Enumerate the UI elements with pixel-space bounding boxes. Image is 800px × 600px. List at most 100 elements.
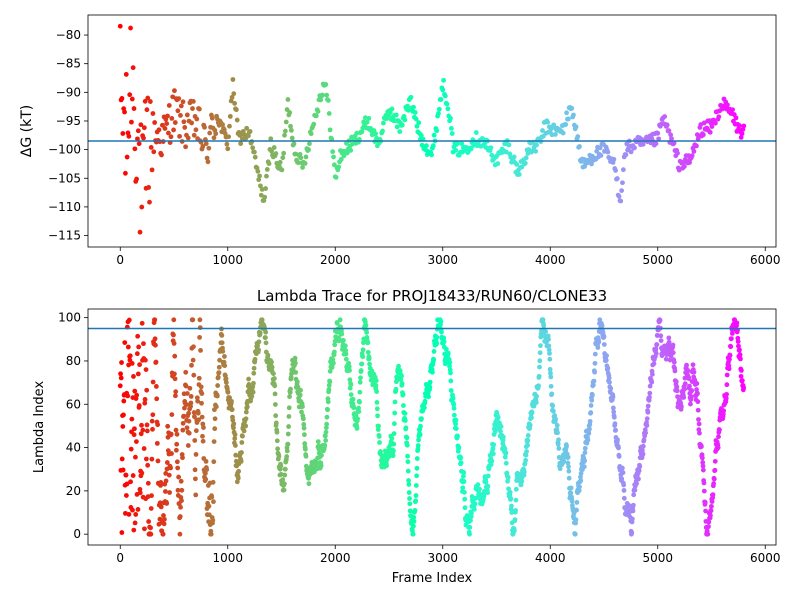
- lambda-point: [152, 336, 158, 342]
- dg-point: [323, 82, 329, 87]
- dg-point: [298, 155, 304, 161]
- lambda-point: [632, 487, 638, 493]
- dg-point: [589, 161, 594, 167]
- lambda-point: [193, 492, 199, 498]
- lambda-point: [461, 479, 467, 484]
- lambda-point: [144, 428, 150, 434]
- dg-point: [689, 153, 695, 159]
- dg-point: [256, 177, 262, 183]
- lambda-point: [249, 393, 255, 399]
- dg-point: [668, 132, 674, 138]
- lambda-point: [367, 361, 372, 367]
- dg-point: [716, 114, 722, 120]
- lambda-point: [179, 498, 184, 504]
- lambda-point: [196, 375, 202, 381]
- lambda-point: [225, 389, 231, 395]
- lambda-point: [199, 400, 204, 406]
- lambda-point: [324, 414, 330, 420]
- lambda-y-axis-label: Lambda Index: [32, 381, 47, 474]
- dg-point: [616, 193, 622, 199]
- lambda-point: [663, 356, 669, 362]
- lambda-point: [716, 434, 721, 440]
- dg-point: [204, 155, 210, 161]
- lambda-point: [500, 434, 506, 440]
- lambda-point: [453, 417, 459, 423]
- lambda-point: [347, 368, 352, 373]
- lambda-point: [468, 518, 473, 523]
- lambda-point: [356, 409, 362, 414]
- lambda-point: [273, 413, 279, 419]
- lambda-point: [134, 351, 140, 357]
- lambda-point: [355, 416, 361, 422]
- lambda-point: [301, 425, 307, 431]
- dg-point: [136, 141, 142, 147]
- lambda-point: [174, 431, 180, 437]
- dg-point: [730, 107, 735, 113]
- lambda-point: [357, 389, 363, 395]
- lambda-point: [324, 421, 330, 427]
- lambda-point: [399, 381, 405, 386]
- lambda-point: [690, 362, 696, 368]
- lambda-point: [451, 412, 457, 418]
- lambda-point: [574, 507, 579, 513]
- dg-point: [441, 77, 447, 83]
- dg-y-ticks: −80 −85 −90 −95 −100 −105 −110 −115: [48, 28, 88, 243]
- lambda-point: [406, 482, 412, 487]
- lambda-point: [211, 459, 217, 465]
- lambda-point: [272, 383, 278, 389]
- dg-point: [373, 131, 379, 137]
- lambda-point: [729, 330, 735, 336]
- lambda-point: [708, 508, 714, 514]
- dg-point: [288, 123, 293, 129]
- dg-point: [172, 120, 178, 125]
- dg-point: [145, 95, 151, 101]
- dg-point: [280, 155, 286, 161]
- dg-point: [302, 161, 308, 166]
- lambda-point: [137, 362, 143, 368]
- dg-x-tick-label: 2000: [320, 253, 351, 267]
- lambda-point: [649, 371, 655, 377]
- lambda-point: [550, 408, 556, 414]
- dg-point: [281, 150, 287, 156]
- lambda-point: [136, 403, 142, 408]
- lambda-point: [645, 403, 651, 409]
- lambda-point: [129, 416, 135, 422]
- lambda-point: [700, 463, 706, 469]
- lambda-point: [547, 351, 552, 356]
- dg-point: [122, 109, 127, 115]
- lambda-point: [193, 428, 199, 434]
- lambda-point: [167, 490, 172, 495]
- lambda-point: [573, 520, 579, 526]
- lambda-point: [135, 333, 141, 339]
- dg-point: [575, 134, 581, 139]
- lambda-point: [348, 382, 354, 388]
- lambda-point: [587, 426, 592, 432]
- lambda-point: [295, 384, 301, 390]
- lambda-point: [728, 344, 734, 350]
- lambda-point: [697, 430, 702, 436]
- dg-point: [171, 127, 176, 133]
- lambda-point: [606, 375, 612, 381]
- lambda-point: [712, 467, 718, 473]
- lambda-point: [578, 474, 583, 480]
- lambda-point: [117, 383, 123, 389]
- dg-point: [545, 119, 551, 125]
- lambda-point: [193, 452, 199, 457]
- lambda-point: [192, 414, 197, 420]
- dg-point: [191, 132, 197, 138]
- lambda-point: [666, 339, 672, 345]
- lambda-point: [667, 357, 673, 363]
- lambda-point: [363, 322, 369, 328]
- lambda-point: [163, 470, 169, 476]
- lambda-point: [592, 351, 598, 357]
- dg-point: [138, 122, 144, 128]
- dg-point: [178, 103, 184, 109]
- lambda-point: [589, 392, 595, 398]
- dg-y-axis-label: ΔG (kT): [19, 105, 35, 157]
- lambda-point: [460, 485, 466, 491]
- lambda-point: [252, 356, 258, 362]
- lambda-point: [738, 368, 744, 373]
- dg-point: [227, 113, 233, 119]
- dg-point: [656, 136, 662, 142]
- dg-point: [694, 143, 699, 149]
